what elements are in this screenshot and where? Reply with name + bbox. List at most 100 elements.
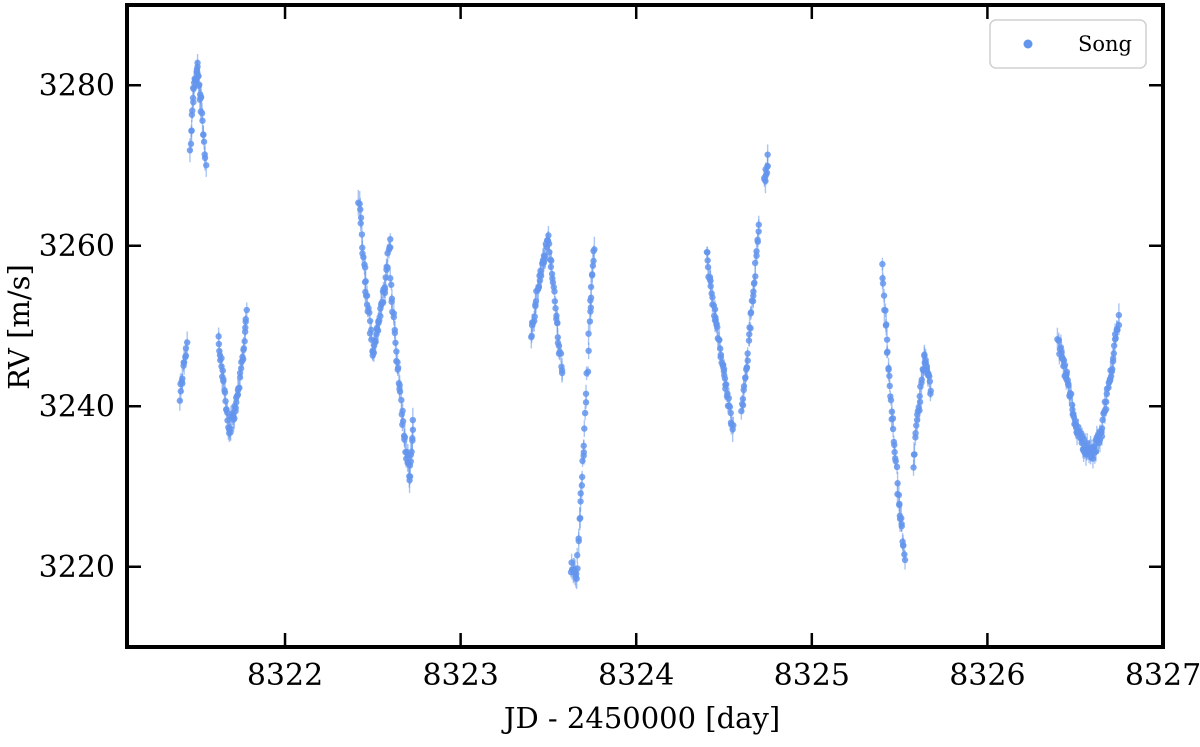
data-point (358, 231, 366, 238)
data-point (744, 357, 751, 364)
data-point (911, 451, 918, 458)
data-point (587, 294, 595, 301)
data-point (901, 556, 909, 564)
y-axis-label: RV [m/s] (2, 264, 36, 390)
data-point (764, 162, 771, 170)
data-point (753, 248, 760, 255)
legend-box (989, 19, 1147, 69)
data-point (584, 368, 592, 375)
data-point (727, 409, 734, 417)
x-tick-label: 8326 (949, 658, 1025, 693)
data-point (752, 273, 759, 280)
data-point (391, 329, 399, 337)
data-point (739, 395, 747, 403)
y-axis-ticks: 3220 3240 3260 3280 (39, 68, 1163, 585)
data-point (357, 220, 364, 227)
data-point (751, 259, 759, 267)
data-point (885, 366, 892, 373)
data-point (730, 422, 737, 429)
data-point (750, 280, 758, 287)
data-point (554, 319, 561, 327)
data-point (551, 288, 558, 295)
data-point (898, 523, 905, 530)
data-point (1098, 433, 1106, 440)
data-point (723, 381, 730, 388)
data-point (399, 407, 406, 415)
data-point (879, 280, 887, 287)
data-point (892, 457, 899, 465)
data-point (1109, 365, 1116, 373)
data-point (754, 238, 761, 245)
data-point (916, 398, 924, 406)
data-point (910, 464, 917, 471)
data-point (182, 345, 190, 352)
data-point (880, 292, 888, 299)
data-point (553, 312, 560, 319)
data-point (363, 292, 371, 299)
data-point (236, 374, 244, 381)
data-point (201, 154, 209, 162)
data-point (886, 372, 893, 380)
data-point (387, 244, 394, 251)
data-point (879, 260, 886, 268)
data-point (884, 348, 891, 355)
data-point (755, 221, 762, 228)
data-point (744, 350, 751, 357)
data-point (726, 403, 734, 411)
data-point (362, 278, 369, 285)
data-point (580, 452, 587, 459)
data-point (1065, 380, 1072, 387)
data-point (588, 271, 596, 278)
y-tick-label: 3260 (39, 229, 115, 264)
x-axis-label: JD - 2450000 [day] (501, 701, 780, 735)
data-point (548, 257, 555, 264)
data-point (918, 376, 925, 383)
x-axis-ticks: 8322 8323 8324 8325 8326 8327 (247, 5, 1200, 693)
data-point (240, 346, 247, 354)
data-point (186, 147, 194, 154)
legend-label-song: Song (1078, 32, 1132, 56)
data-point (716, 336, 723, 344)
data-point (747, 325, 754, 332)
data-point (883, 336, 891, 343)
data-point (1109, 358, 1117, 365)
data-point (912, 429, 919, 437)
legend-marker (1023, 39, 1033, 49)
data-point (401, 434, 408, 441)
data-point (221, 389, 229, 396)
data-point (409, 437, 416, 444)
data-point (1103, 398, 1110, 406)
y-tick-label: 3220 (39, 550, 115, 585)
data-point (764, 151, 771, 158)
data-point (388, 281, 395, 288)
data-point (900, 542, 907, 549)
data-point (188, 127, 195, 134)
data-point (1110, 342, 1118, 349)
x-tick-label: 8323 (422, 658, 498, 693)
data-point (551, 298, 559, 305)
data-point (242, 318, 249, 325)
data-point (889, 425, 897, 433)
data-point (203, 162, 210, 169)
data-point (406, 473, 414, 480)
data-point (243, 306, 250, 314)
data-point (197, 93, 205, 100)
data-point (927, 387, 934, 395)
data-point (220, 375, 227, 383)
x-tick-label: 8327 (1125, 658, 1200, 693)
data-point (390, 313, 398, 321)
data-point (585, 347, 592, 355)
data-point (883, 321, 890, 328)
data-point (394, 364, 402, 371)
data-point (582, 390, 590, 397)
data-point (585, 330, 592, 337)
data-point (886, 382, 893, 390)
data-point (387, 275, 394, 282)
data-point (368, 326, 375, 334)
data-point (574, 552, 581, 559)
data-point (537, 272, 545, 280)
data-point (392, 339, 399, 346)
data-point (926, 378, 934, 385)
data-point (531, 313, 538, 320)
data-point (577, 490, 584, 497)
